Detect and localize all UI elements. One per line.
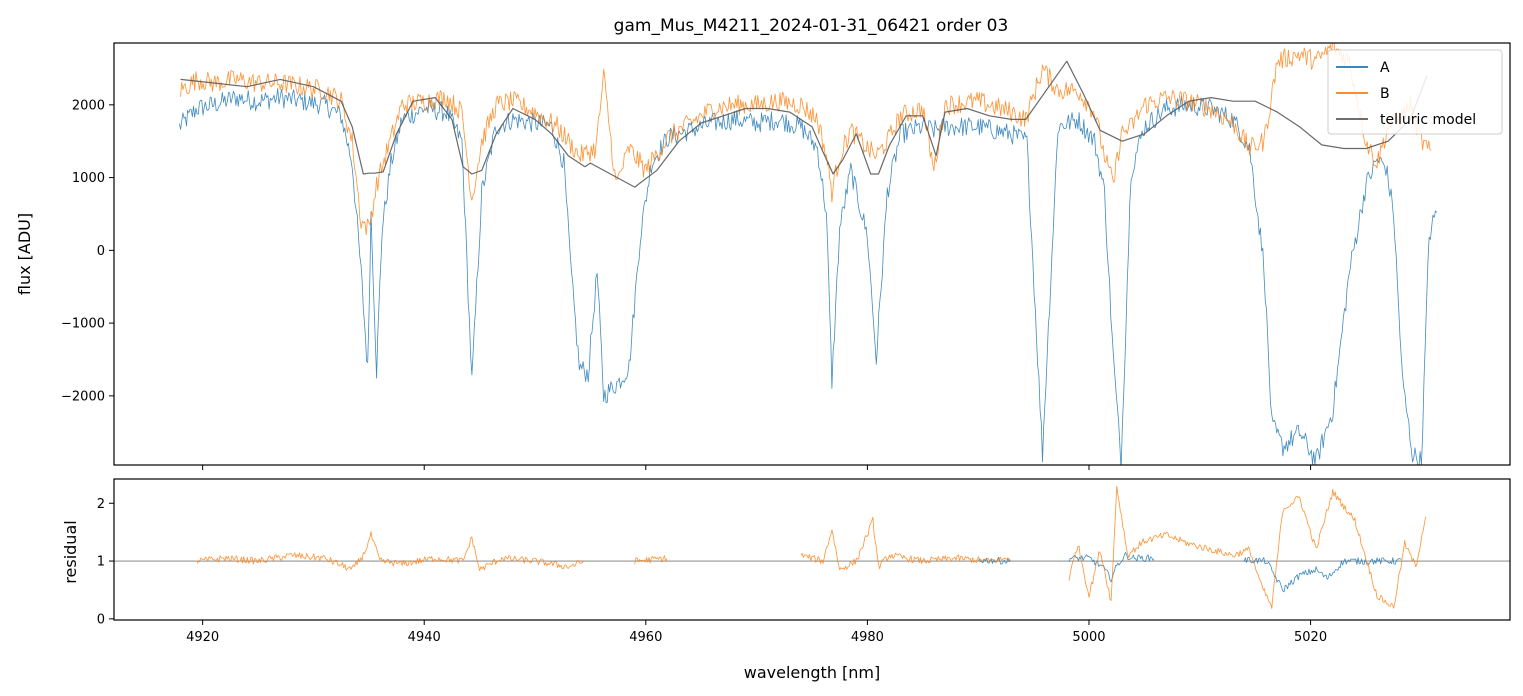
residual-y-tick-label: 2: [97, 497, 105, 512]
residual-panel-series: [114, 485, 1510, 609]
flux-series-b: [180, 43, 1432, 236]
flux-panel-frame: [113, 42, 1511, 466]
wavelength-axis-title: wavelength [nm]: [744, 663, 881, 682]
flux-panel: −2000 −1000 0 1000 2000 flux [ADU] A B tellu…: [15, 42, 1511, 470]
legend-label-b: B: [1380, 86, 1390, 102]
residual-x-tick-label: 5020: [1294, 630, 1327, 645]
flux-y-tick-label: 0: [97, 244, 105, 259]
chart-title: gam_Mus_M4211_2024-01-31_06421 order 03: [614, 16, 1009, 36]
residual-y-tick-label: 0: [97, 612, 105, 627]
residual-panel-frame: [113, 478, 1511, 621]
legend: A B telluric model: [1327, 49, 1503, 135]
legend-label-a: A: [1380, 60, 1390, 76]
legend-label-telluric: telluric model: [1380, 112, 1476, 128]
residual-y-tick-label: 1: [97, 555, 105, 570]
residual-series-b: [196, 485, 1427, 609]
legend-box: [1327, 49, 1503, 135]
residual-series-a: [977, 552, 1402, 593]
flux-y-tick-label: −2000: [61, 389, 105, 404]
flux-axis-title: flux [ADU]: [15, 213, 34, 295]
residual-x-tick-label: 4980: [851, 630, 884, 645]
residual-panel-ticks: 4920 4940 4960 4980 5000 5020 0 1 2: [97, 497, 1327, 645]
residual-x-tick-label: 5000: [1072, 630, 1105, 645]
flux-series-telluric-model: [180, 60, 1428, 188]
residual-panel: 4920 4940 4960 4980 5000 5020 0 1 2 residual wav…: [61, 478, 1511, 682]
residual-x-tick-label: 4920: [186, 630, 219, 645]
residual-axis-title: residual: [61, 520, 80, 583]
flux-panel-ticks: −2000 −1000 0 1000 2000: [61, 98, 1312, 470]
flux-y-tick-label: −1000: [61, 317, 105, 332]
residual-x-tick-label: 4960: [629, 630, 662, 645]
flux-panel-series: [179, 43, 1438, 465]
flux-y-tick-label: 1000: [72, 171, 105, 186]
flux-y-tick-label: 2000: [72, 98, 105, 113]
residual-x-tick-label: 4940: [408, 630, 441, 645]
